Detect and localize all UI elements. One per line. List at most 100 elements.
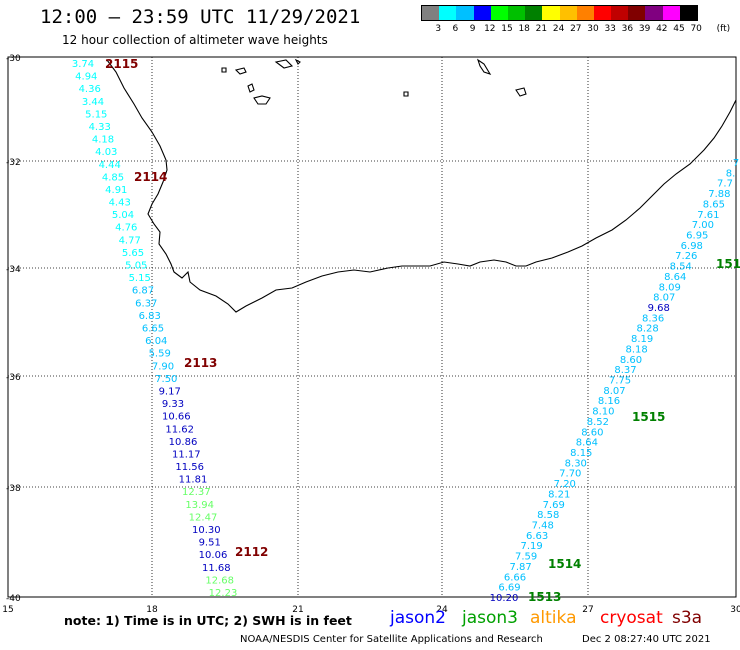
wave-height-value: 8.19: [631, 334, 653, 345]
latitude-label: -30: [6, 54, 21, 64]
wave-height-value: 8.28: [636, 324, 658, 335]
color-swatch: [422, 6, 440, 20]
longitude-label: 27: [582, 605, 593, 615]
wave-height-value: 13.94: [185, 500, 214, 511]
wave-height-value: 7.48: [532, 521, 554, 532]
wave-height-value: 5.04: [112, 210, 134, 221]
wave-height-value: 7.87: [509, 562, 531, 573]
color-scale-label: 33: [604, 24, 616, 34]
island-8: [515, 87, 527, 97]
color-scale-label: 15: [501, 24, 513, 34]
color-scale-label: 30: [587, 24, 599, 34]
color-scale-label: 45: [673, 24, 685, 34]
island-7: [476, 58, 492, 75]
generated-time: Dec 2 08:27:40 UTC 2021: [582, 634, 711, 645]
satellite-legend-jason3: jason3: [462, 608, 518, 628]
pass-number-label: 2113: [184, 356, 217, 370]
island-6: [294, 58, 301, 65]
wave-height-value: 8.54: [670, 262, 692, 273]
wave-height-value: 10.86: [169, 437, 198, 448]
wave-height-value: 11.81: [179, 475, 208, 486]
wave-height-value: 4.77: [119, 235, 141, 246]
color-scale-unit: (ft): [716, 24, 731, 34]
pass-number-label: 1514: [548, 557, 581, 571]
wave-height-value: 7.70: [559, 469, 581, 480]
color-swatch: [593, 6, 612, 20]
wave-height-value: 7: [733, 158, 739, 169]
wave-height-value: 8.07: [603, 386, 625, 397]
wave-height-value: 8.64: [664, 272, 686, 283]
latitude-label: -38: [6, 484, 21, 494]
wave-height-value: 8.10: [592, 407, 614, 418]
wave-height-value: 7.61: [697, 210, 719, 221]
west-track-labels: 3.744.944.363.445.154.334.184.034.444.85…: [72, 57, 269, 599]
color-swatch: [662, 6, 680, 20]
wave-height-value: 6.83: [139, 311, 161, 322]
wave-height-value: 4.44: [99, 160, 121, 171]
wave-height-value: 8.18: [625, 344, 647, 355]
wave-height-value: 4.85: [102, 172, 124, 183]
satellite-legend-altika: altika: [530, 608, 577, 628]
pass-number-label: 1515: [632, 410, 665, 424]
island-2: [234, 67, 247, 75]
longitude-label: 21: [292, 605, 303, 615]
wave-height-value: 7.7: [717, 179, 733, 190]
island-3: [247, 83, 255, 93]
wave-height-value: 5.15: [85, 109, 107, 120]
wave-height-value: 9.33: [162, 399, 184, 410]
wave-height-value: 4.94: [75, 72, 97, 83]
color-swatch: [611, 6, 629, 20]
color-swatch: [473, 6, 491, 20]
color-scale-label: 36: [621, 24, 634, 34]
latitude-label: -34: [6, 265, 21, 275]
color-swatch: [679, 6, 697, 20]
island-1: [221, 67, 227, 73]
wave-height-value: 8.: [726, 168, 736, 179]
wave-height-value: 8.15: [570, 448, 592, 459]
color-scale-label: 39: [638, 24, 651, 34]
pass-number-label: 2114: [134, 170, 167, 184]
color-scale-label: 42: [656, 24, 668, 34]
longitude-label: 24: [436, 605, 448, 615]
color-swatch: [645, 6, 663, 20]
wave-height-value: 7.20: [554, 479, 576, 490]
color-swatch: [456, 6, 474, 20]
longitude-label: 15: [2, 605, 13, 615]
wave-height-value: 5.59: [149, 349, 171, 360]
color-swatch: [507, 6, 526, 20]
wave-height-value: 6.69: [498, 583, 520, 594]
color-scale-label: 9: [469, 24, 476, 34]
wave-height-value: 12.68: [205, 575, 234, 586]
satellite-legend-s3a: s3a: [672, 608, 703, 628]
east-track-labels: 78.7.77.888.657.617.006.956.987.268.548.…: [490, 158, 740, 604]
wave-height-value: 12.47: [189, 512, 218, 523]
wave-height-value: 10.20: [490, 593, 519, 604]
latitude-label: -36: [6, 373, 21, 383]
wave-height-value: 8.65: [703, 199, 725, 210]
color-swatch: [439, 6, 457, 20]
wave-height-value: 7.26: [675, 251, 697, 262]
wave-height-value: 12.37: [182, 487, 211, 498]
wave-height-value: 4.18: [92, 135, 114, 146]
wave-height-value: 9.51: [199, 538, 221, 549]
pass-number-label: 2112: [235, 545, 268, 559]
wave-height-value: 9.68: [648, 303, 670, 314]
wave-height-value: 8.07: [653, 293, 675, 304]
wave-height-value: 8.16: [598, 396, 620, 407]
wave-height-value: 8.21: [548, 489, 570, 500]
wave-height-value: 6.65: [142, 324, 164, 335]
color-scale-label: 18: [518, 24, 530, 34]
page-title: 12:00 — 23:59 UTC 11/29/2021: [40, 6, 361, 28]
wave-height-value: 6.95: [686, 231, 708, 242]
wave-height-value: 7.90: [152, 361, 174, 372]
island-9: [403, 91, 409, 97]
wave-height-value: 8.60: [620, 355, 642, 366]
wave-height-value: 4.43: [109, 198, 131, 209]
wave-height-value: 7.59: [515, 552, 537, 563]
longitude-label: 30: [730, 605, 740, 615]
satellite-legend-jason2: jason2: [390, 608, 446, 628]
wave-height-value: 7.69: [543, 500, 565, 511]
color-scale-label: 24: [552, 24, 565, 34]
wave-height-value: 6.98: [681, 241, 703, 252]
